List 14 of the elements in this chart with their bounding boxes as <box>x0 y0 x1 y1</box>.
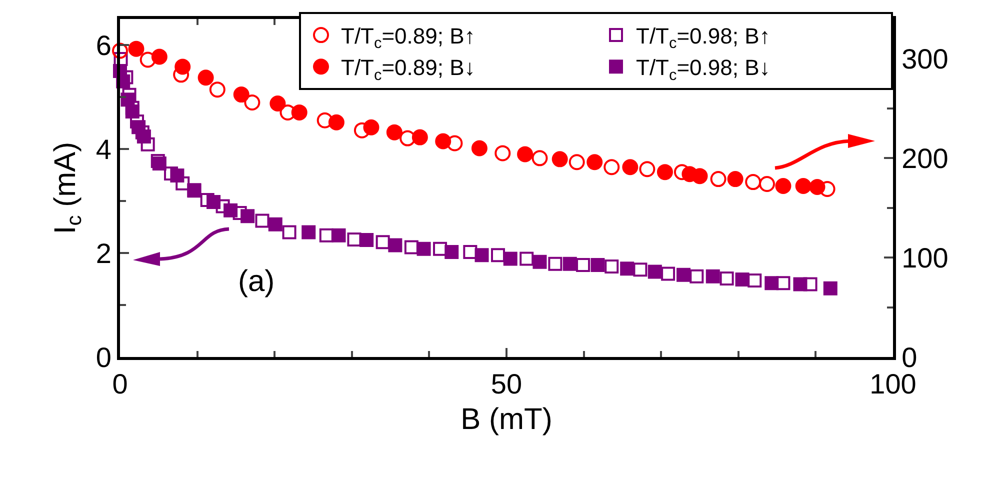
y-tick-label: 0 <box>96 342 112 373</box>
y2-tick-label: 200 <box>902 142 948 174</box>
y-tick-label: 2 <box>96 238 112 269</box>
annotation: (a) <box>238 265 275 298</box>
y-tick-label: 4 <box>96 134 112 165</box>
y-tick-label: 6 <box>96 30 112 61</box>
legend-label: T/T$_{c}$=0.89; B↓ <box>341 55 476 84</box>
x-tick-label: 50 <box>490 368 522 400</box>
legend-label: T/T$_{c}$=0.98; B↑ <box>636 24 770 52</box>
x-axis-title: B (mT) <box>460 403 552 436</box>
y2-tick-label: 300 <box>902 44 948 75</box>
legend-label: T/T$_{c}$=0.89; B↑ <box>341 24 476 52</box>
legend-label: T/T$_{c}$=0.98; B↓ <box>636 55 770 84</box>
y2-tick-label: 100 <box>902 242 948 274</box>
